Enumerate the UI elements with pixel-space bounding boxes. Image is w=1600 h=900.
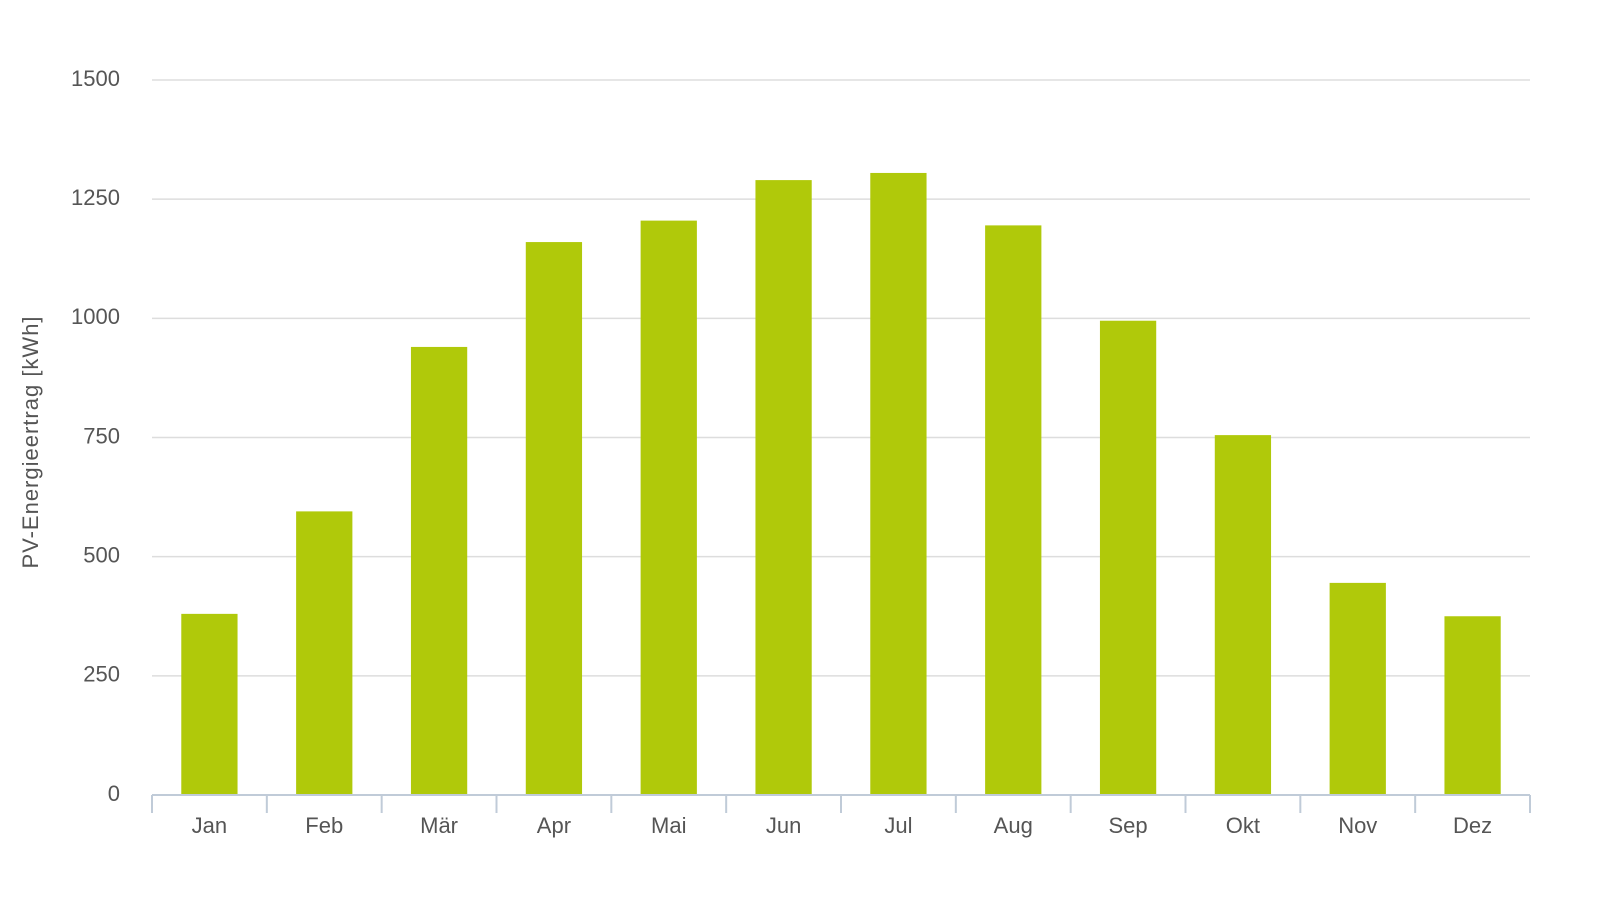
y-tick-label: 500 xyxy=(83,542,120,567)
x-tick-label: Dez xyxy=(1453,813,1492,838)
y-tick-label: 1500 xyxy=(71,66,120,91)
x-tick-label: Nov xyxy=(1338,813,1377,838)
x-tick-label: Jan xyxy=(192,813,227,838)
bar xyxy=(296,511,353,795)
x-tick-label: Feb xyxy=(305,813,343,838)
x-tick-label: Sep xyxy=(1109,813,1148,838)
bar xyxy=(1444,616,1501,795)
x-tick-label: Jul xyxy=(884,813,912,838)
x-tick-label: Okt xyxy=(1226,813,1260,838)
x-tick-label: Jun xyxy=(766,813,801,838)
y-tick-label: 0 xyxy=(108,781,120,806)
bar xyxy=(870,172,927,795)
bar xyxy=(410,346,468,795)
bar xyxy=(181,613,238,795)
bar xyxy=(1214,435,1272,795)
bar xyxy=(525,242,583,796)
bar xyxy=(985,225,1042,796)
y-tick-label: 250 xyxy=(83,662,120,687)
bar xyxy=(755,180,812,796)
bar xyxy=(1099,320,1157,795)
x-tick-label: Mai xyxy=(651,813,686,838)
bar xyxy=(640,220,697,795)
y-tick-label: 1000 xyxy=(71,304,120,329)
x-tick-label: Mär xyxy=(420,813,458,838)
y-axis-title: PV-Energieertrag [kWh] xyxy=(18,315,43,568)
x-tick-label: Aug xyxy=(994,813,1033,838)
bar xyxy=(1329,582,1386,795)
x-tick-label: Apr xyxy=(537,813,571,838)
y-tick-label: 1250 xyxy=(71,185,120,210)
y-tick-label: 750 xyxy=(83,423,120,448)
